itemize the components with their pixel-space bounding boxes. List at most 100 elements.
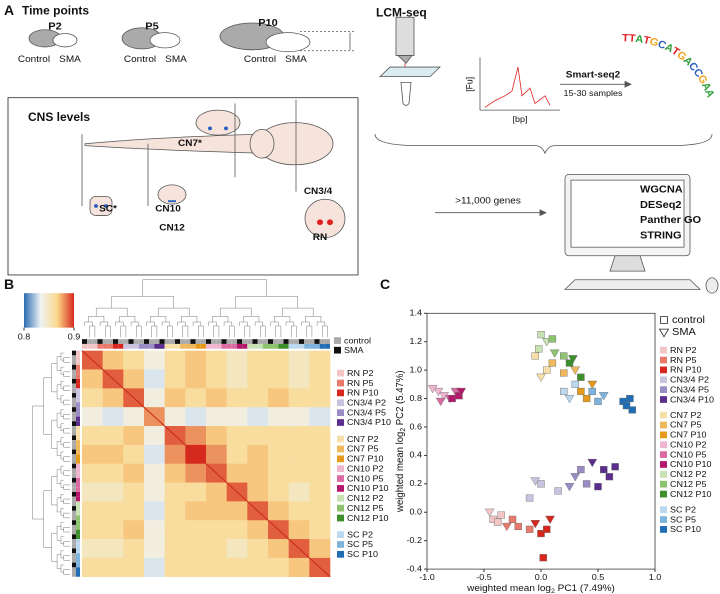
axis-label-part: 2 [551, 589, 555, 594]
annotation-strip [72, 524, 76, 530]
annotation-strip [324, 339, 330, 344]
dendrogram [213, 325, 220, 338]
point [594, 397, 602, 405]
heatmap-cell [247, 463, 269, 483]
y-tick-label: 0.2 [410, 478, 423, 488]
annotation-strip [76, 444, 80, 450]
dendrogram [43, 377, 52, 435]
point [622, 402, 631, 410]
legend-swatch [337, 369, 344, 377]
dendrogram [63, 442, 70, 448]
heatmap-cell [226, 444, 248, 464]
annotation-strip [76, 501, 80, 507]
heatmap-cell [247, 482, 269, 502]
dendrogram [136, 325, 142, 338]
heatmap-cell [82, 444, 103, 464]
annotation-strip [76, 529, 80, 535]
dendrogram [275, 325, 282, 338]
heatmap-cell [123, 557, 145, 578]
colorbar-tick-label: 0.8 [18, 332, 31, 342]
annotation-strip [72, 520, 76, 525]
axis-label-part: PC1 (7.49%) [555, 583, 615, 594]
legend-label: CN10 P10 [347, 483, 389, 493]
heatmap-cell [206, 369, 227, 389]
point [570, 473, 581, 482]
heatmap-cell [102, 388, 124, 408]
point [600, 466, 608, 474]
annotation-strip [72, 510, 76, 516]
heatmap-cell [185, 350, 207, 370]
annotation-strip [273, 339, 279, 344]
point [628, 406, 636, 414]
legend-label: CN12 P2 [347, 493, 384, 503]
annotation-strip [72, 350, 76, 356]
dendrogram [60, 465, 64, 474]
legend-swatch [660, 411, 667, 419]
heatmap-cell [268, 463, 289, 483]
heatmap-cell [185, 539, 207, 559]
heatmap-cell [268, 369, 289, 389]
heatmap-cell [82, 407, 103, 427]
annotation-strip [76, 487, 80, 492]
heatmap-cell [123, 501, 145, 521]
annotation-strip [72, 529, 76, 535]
point [568, 355, 578, 364]
annotation-strip [76, 506, 80, 511]
legend-swatch [660, 346, 667, 354]
legend-label: CN7 P10 [670, 430, 707, 440]
dendrogram [63, 555, 70, 561]
legend-label: CN3/4 P2 [670, 375, 709, 385]
legend-label: SC P10 [670, 524, 701, 534]
region-label: CN3/4 [304, 186, 333, 197]
point [427, 385, 438, 394]
legend-label: CN7 P2 [670, 410, 702, 420]
annotation-strip [76, 440, 80, 445]
legend-label: CN10 P10 [670, 459, 712, 469]
heatmap-cell [309, 444, 331, 464]
annotation-strip [200, 343, 206, 349]
point [560, 387, 568, 395]
group-label: Control [124, 54, 156, 65]
annotation-strip [72, 426, 76, 431]
heatmap-cell [288, 426, 310, 446]
heatmap-cell [144, 388, 165, 408]
heatmap-cell [164, 520, 186, 540]
dendrogram [111, 296, 174, 309]
heatmap-cell [82, 557, 103, 578]
annotation-strip [76, 388, 80, 394]
dendrogram [63, 484, 70, 490]
annotation-strip [76, 567, 80, 573]
panel-label: B [4, 277, 14, 292]
annotation-strip [138, 339, 144, 344]
heatmap-cell [309, 501, 331, 521]
dendrogram [60, 550, 64, 559]
annotation-strip [309, 343, 315, 349]
dendrogram [88, 316, 105, 322]
annotation-strip [299, 343, 305, 349]
legend-swatch [660, 451, 667, 458]
heatmap-cell [268, 388, 289, 408]
annotation-strip [149, 343, 155, 349]
heatmap-cell [226, 520, 248, 540]
annotation-strip [206, 343, 212, 349]
annotation-strip [76, 411, 80, 417]
annotation-strip [175, 339, 181, 344]
point [433, 387, 444, 397]
annotation-strip [82, 339, 88, 344]
annotation-strip [87, 339, 93, 344]
dendrogram [89, 325, 96, 338]
annotation-strip [133, 343, 139, 349]
y-tick-label: 0.8 [410, 393, 423, 403]
heatmap-cell [185, 501, 207, 521]
annotation-strip [180, 339, 186, 344]
heatmap-cell [288, 444, 310, 464]
point [564, 395, 575, 404]
dendrogram [60, 479, 64, 488]
annotation-strip [72, 491, 76, 497]
dendrogram [119, 316, 136, 322]
annotation-strip [72, 506, 76, 511]
legend-swatch [660, 470, 667, 478]
dendrogram [167, 325, 173, 338]
legend-label: CN12 P5 [670, 479, 707, 489]
annotation-strip [72, 355, 76, 361]
